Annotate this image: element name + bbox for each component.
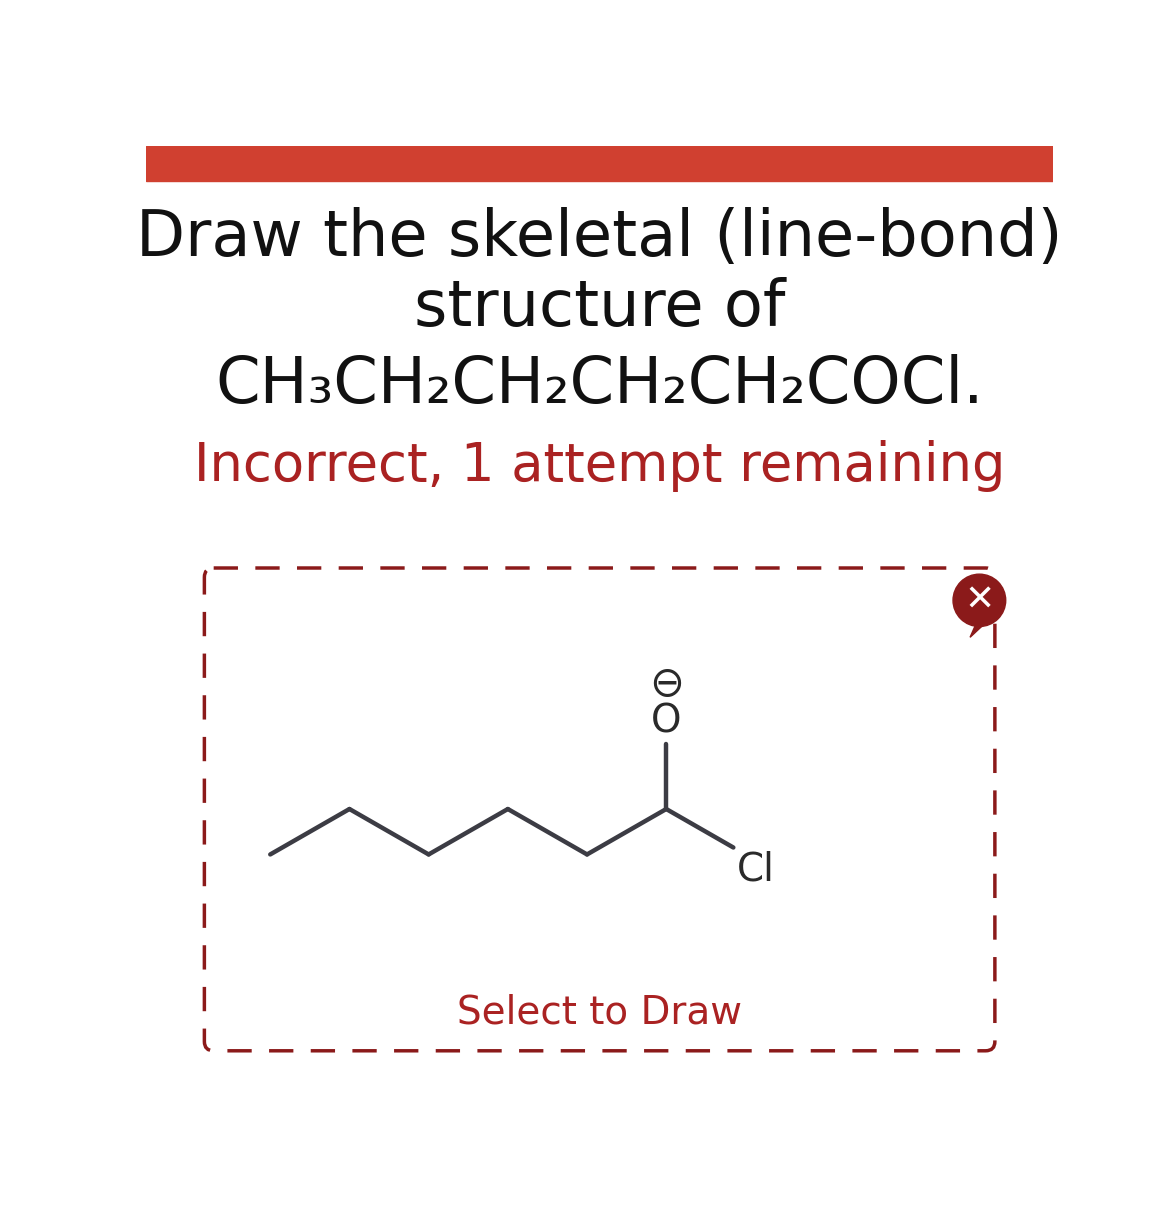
Text: ⊖: ⊖ — [649, 663, 683, 705]
Text: O: O — [651, 702, 681, 740]
Text: Cl: Cl — [736, 851, 775, 888]
Text: structure of: structure of — [414, 276, 785, 338]
Circle shape — [954, 574, 1006, 627]
Text: CH₃CH₂CH₂CH₂CH₂COCl.: CH₃CH₂CH₂CH₂CH₂COCl. — [215, 354, 984, 416]
Bar — [146, 146, 1053, 181]
Text: Select to Draw: Select to Draw — [457, 993, 742, 1031]
Text: Incorrect, 1 attempt remaining: Incorrect, 1 attempt remaining — [194, 439, 1005, 492]
Polygon shape — [970, 626, 983, 638]
Text: ✕: ✕ — [964, 583, 994, 617]
Text: Draw the skeletal (line-bond): Draw the skeletal (line-bond) — [137, 207, 1062, 269]
